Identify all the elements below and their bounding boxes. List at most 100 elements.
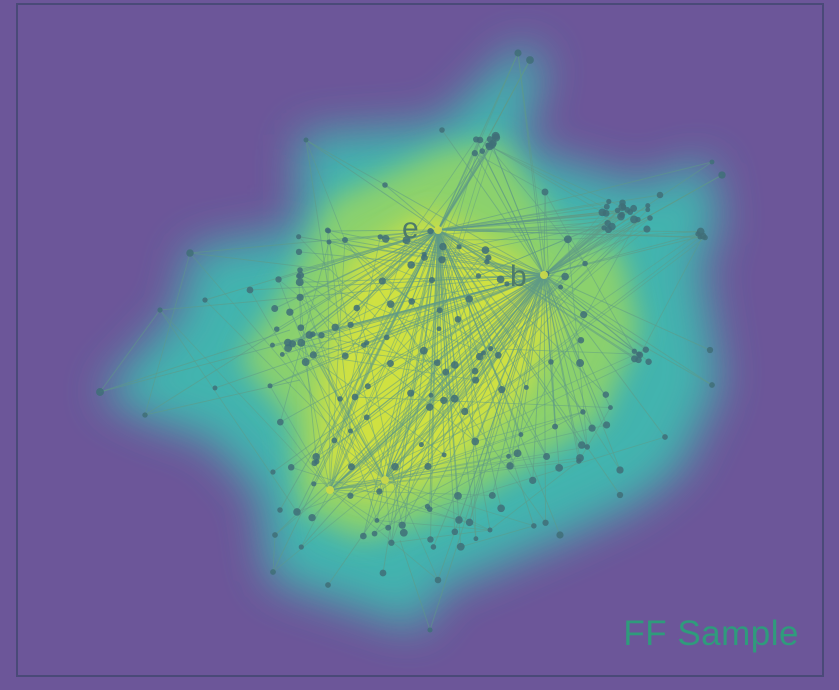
graph-node [424,503,431,510]
graph-edge [437,229,548,457]
graph-node [558,284,564,290]
graph-node [603,203,610,210]
graph-node [523,385,529,390]
graph-edge [305,274,545,363]
graph-edge [464,219,639,412]
graph-edge [384,237,706,481]
graph-node [498,386,506,394]
graph-node [582,260,588,267]
graph-node [331,437,338,444]
graph-edge [406,238,568,241]
graph-node [301,358,310,366]
graph-node [427,536,434,543]
graph-node [386,360,394,367]
graph-edge [437,229,489,259]
graph-node [514,49,522,57]
graph-node [297,324,305,332]
graph-edge [384,411,584,481]
graph-node [270,342,275,348]
graph-node [602,391,610,398]
graph-node [309,351,317,359]
graph-edge [374,274,545,534]
hub-label-b: b [510,260,527,293]
graph-edge [329,356,481,491]
graph-edge [390,274,545,305]
graph-edge [305,139,545,276]
edge-layer [99,52,723,631]
graph-node [347,463,356,471]
graph-node [616,491,624,499]
graph-node [272,532,278,538]
graph-node [541,188,549,196]
graph-edge [309,334,386,481]
graph-edge [431,274,545,281]
graph-edge [458,274,545,521]
graph-edge [384,454,445,481]
graph-edge [382,280,499,356]
graph-node [529,476,537,485]
graph-edge [300,342,331,491]
graph-edge [350,434,522,497]
graph-edge [543,202,623,276]
graph-edge [381,142,494,282]
graph-edge [474,152,546,193]
graph-node [531,523,537,529]
graph-node [580,311,588,319]
graph-node [418,442,424,448]
graph-node [382,182,388,188]
graph-node [465,518,474,527]
graph-edge [376,411,584,521]
graph-node [455,516,463,524]
graph-node [157,307,163,313]
graph-edge [411,229,439,302]
graph-edge [508,274,545,457]
graph-edge [437,229,476,372]
graph-edge [272,479,386,573]
graph-edge [329,240,407,491]
graph-edge [334,440,386,481]
graph-node [496,275,505,284]
graph-node [473,136,480,143]
graph-edge [460,525,534,548]
graph-edge [437,137,497,231]
graph-node [270,569,276,575]
graph-edge [299,297,317,457]
graph-edge [543,161,713,276]
graph-node [709,382,715,388]
graph-node [363,340,370,346]
graph-edge [274,274,545,536]
graph-edge [429,274,545,631]
graph-node [598,208,607,217]
graph-node [506,453,511,459]
graph-node [630,215,638,224]
graph-edge [543,274,547,523]
graph-edge [475,209,649,381]
graph-node [286,308,294,316]
graph-edge [516,274,545,454]
graph-edge [305,139,346,241]
graph-node [425,403,434,411]
graph-edge [344,229,439,357]
graph-edge [329,489,439,581]
graph-node [364,383,371,390]
graph-edge [532,274,545,481]
graph-node [331,323,339,332]
graph-edge [144,379,301,416]
graph-edge [543,274,588,448]
graph-node [631,355,638,363]
graph-node [471,150,478,157]
graph-edge [309,334,380,492]
graph-edge [517,52,548,274]
graph-node [374,518,380,523]
graph-node [576,458,582,464]
graph-edge [329,424,607,491]
graph-node [436,307,443,314]
graph-edge [474,152,545,276]
graph-node [563,235,572,244]
graph-node [376,488,383,495]
graph-node [428,392,434,398]
graph-edge [329,394,432,491]
graph-edge [421,276,566,445]
graph-edge [437,229,621,496]
graph-node [284,338,292,347]
